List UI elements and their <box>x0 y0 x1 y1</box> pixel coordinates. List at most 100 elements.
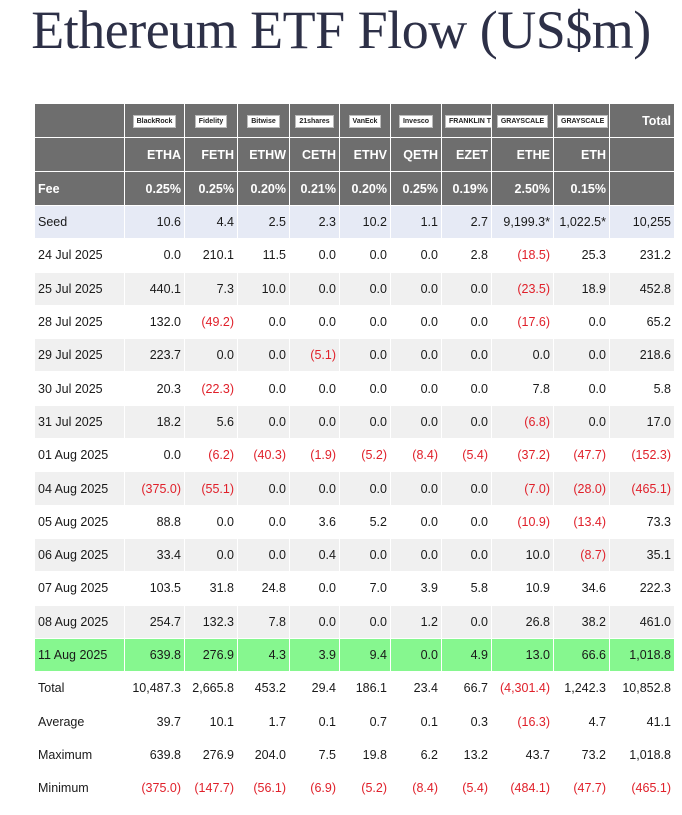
flow-cell: 18.9 <box>553 271 610 306</box>
flow-cell: (23.5) <box>491 271 554 306</box>
flow-cell: 20.3 <box>124 371 185 406</box>
row-label: 24 Jul 2025 <box>34 238 125 273</box>
flow-cell: 0.0 <box>441 537 492 573</box>
flow-cell: 0.0 <box>237 338 290 373</box>
data-row: 30 Jul 2025 20.3 (22.3) 0.0 0.0 0.0 0.0 0.0 7.8 0… <box>34 371 675 406</box>
flow-cell: (18.5) <box>491 238 554 273</box>
flow-cell: 7.8 <box>491 371 554 406</box>
flow-cell: (55.1) <box>184 471 238 506</box>
flow-cell: 0.0 <box>339 604 391 639</box>
flow-cell: 276.9 <box>184 637 238 673</box>
flow-cell: 0.0 <box>390 238 442 273</box>
table-body: Seed 10.6 4.4 2.5 2.3 10.2 1.1 2.7 9,199.3* 1,022… <box>34 204 675 806</box>
flow-cell: 210.1 <box>184 238 238 273</box>
flow-cell: 218.6 <box>609 338 675 373</box>
flow-cell: (6.9) <box>289 771 340 806</box>
flow-cell: 35.1 <box>609 537 675 573</box>
flow-cell: 0.0 <box>339 537 391 573</box>
flow-cell: 5.2 <box>339 504 391 539</box>
flow-cell: 0.0 <box>237 504 290 539</box>
flow-cell: 132.3 <box>184 604 238 639</box>
row-label: 04 Aug 2025 <box>34 471 125 506</box>
flow-cell: 10.0 <box>237 271 290 306</box>
flow-cell: 0.1 <box>390 704 442 739</box>
flow-cell: (22.3) <box>184 371 238 406</box>
flow-cell: 7.5 <box>289 737 340 773</box>
flow-cell: 0.0 <box>289 371 340 406</box>
row-label: 06 Aug 2025 <box>34 537 125 573</box>
data-row: 07 Aug 2025 103.5 31.8 24.8 0.0 7.0 3.9 5.8 10.9… <box>34 571 675 606</box>
fee: 0.19% <box>441 171 492 206</box>
data-row: 29 Jul 2025 223.7 0.0 0.0 (5.1) 0.0 0.0 0.0 0.0 0… <box>34 338 675 373</box>
flow-cell: 0.0 <box>390 371 442 406</box>
flow-cell: 11.5 <box>237 238 290 273</box>
flow-cell: 452.8 <box>609 271 675 306</box>
flow-cell: (5.2) <box>339 438 391 473</box>
flow-cell: 5.8 <box>441 571 492 606</box>
row-label: 05 Aug 2025 <box>34 504 125 539</box>
flow-cell: 0.0 <box>237 404 290 440</box>
flow-cell: 10.9 <box>491 571 554 606</box>
flow-cell: 103.5 <box>124 571 185 606</box>
issuer-logo: BlackRock <box>132 114 177 128</box>
flow-cell: 4.3 <box>237 637 290 673</box>
flow-cell: (6.2) <box>184 438 238 473</box>
flow-cell: 0.0 <box>491 338 554 373</box>
flow-cell: (8.4) <box>390 771 442 806</box>
flow-cell: 204.0 <box>237 737 290 773</box>
flow-cell: (13.4) <box>553 504 610 539</box>
logo-cell: 21shares <box>289 103 340 138</box>
flow-cell: (5.2) <box>339 771 391 806</box>
flow-cell: (5.4) <box>441 771 492 806</box>
data-row: 11 Aug 2025 639.8 276.9 4.3 3.9 9.4 0.0 4.9 13.0… <box>34 637 675 673</box>
flow-cell: (40.3) <box>237 438 290 473</box>
flow-cell: 13.2 <box>441 737 492 773</box>
flow-cell: 0.0 <box>339 271 391 306</box>
flow-cell: 0.1 <box>289 704 340 739</box>
row-label: 11 Aug 2025 <box>34 637 125 673</box>
flow-cell: (49.2) <box>184 304 238 340</box>
flow-cell: (8.4) <box>390 438 442 473</box>
ticker: ETHV <box>339 137 391 172</box>
flow-cell: (4,301.4) <box>491 671 554 706</box>
data-row: 31 Jul 2025 18.2 5.6 0.0 0.0 0.0 0.0 0.0 (6.8) 0.… <box>34 404 675 440</box>
flow-cell: (375.0) <box>124 471 185 506</box>
flow-cell: 0.0 <box>390 271 442 306</box>
data-row: 08 Aug 2025 254.7 132.3 7.8 0.0 0.0 1.2 0.0 26.8… <box>34 604 675 639</box>
flow-cell: 10.0 <box>491 537 554 573</box>
flow-cell: 0.0 <box>441 371 492 406</box>
data-row: Seed 10.6 4.4 2.5 2.3 10.2 1.1 2.7 9,199.3* 1,022… <box>34 204 675 240</box>
flow-cell: 25.3 <box>553 238 610 273</box>
flow-cell: 7.3 <box>184 271 238 306</box>
logo-cell: Invesco <box>390 103 442 138</box>
flow-cell: 0.0 <box>441 271 492 306</box>
flow-cell: (5.1) <box>289 338 340 373</box>
flow-cell: 0.0 <box>289 604 340 639</box>
flow-cell: 3.9 <box>390 571 442 606</box>
flow-cell: 0.0 <box>553 371 610 406</box>
fee: 0.20% <box>339 171 391 206</box>
flow-cell: 461.0 <box>609 604 675 639</box>
fee: 0.15% <box>553 171 610 206</box>
data-row: 05 Aug 2025 88.8 0.0 0.0 3.6 5.2 0.0 0.0 (10.9)(… <box>34 504 675 539</box>
flow-cell: (5.4) <box>441 438 492 473</box>
data-row: Total 10,487.3 2,665.8 453.2 29.4 186.1 23.4 66… <box>34 671 675 706</box>
flow-cell: 2.8 <box>441 238 492 273</box>
flow-cell: 0.0 <box>441 338 492 373</box>
issuer-logo: GRAYSCALE <box>496 114 549 128</box>
logo-cell: Fidelity <box>184 103 238 138</box>
ticker: ETHE <box>491 137 554 172</box>
fee: 0.25% <box>124 171 185 206</box>
row-label: Average <box>34 704 125 739</box>
flow-cell: (6.8) <box>491 404 554 440</box>
flow-cell: 2.3 <box>289 204 340 240</box>
flow-cell: 10,255 <box>609 204 675 240</box>
flow-cell: 0.0 <box>390 471 442 506</box>
data-row: 06 Aug 2025 33.4 0.0 0.0 0.4 0.0 0.0 0.0 10.0 (8.… <box>34 537 675 573</box>
flow-cell: 0.0 <box>339 338 391 373</box>
ticker-row: ETHA FETH ETHW CETH ETHV QETH EZET ETHE ETH <box>34 137 675 172</box>
issuer-logo: Bitwise <box>247 114 280 128</box>
flow-cell: 0.4 <box>289 537 340 573</box>
flow-cell: (147.7) <box>184 771 238 806</box>
flow-cell: 26.8 <box>491 604 554 639</box>
